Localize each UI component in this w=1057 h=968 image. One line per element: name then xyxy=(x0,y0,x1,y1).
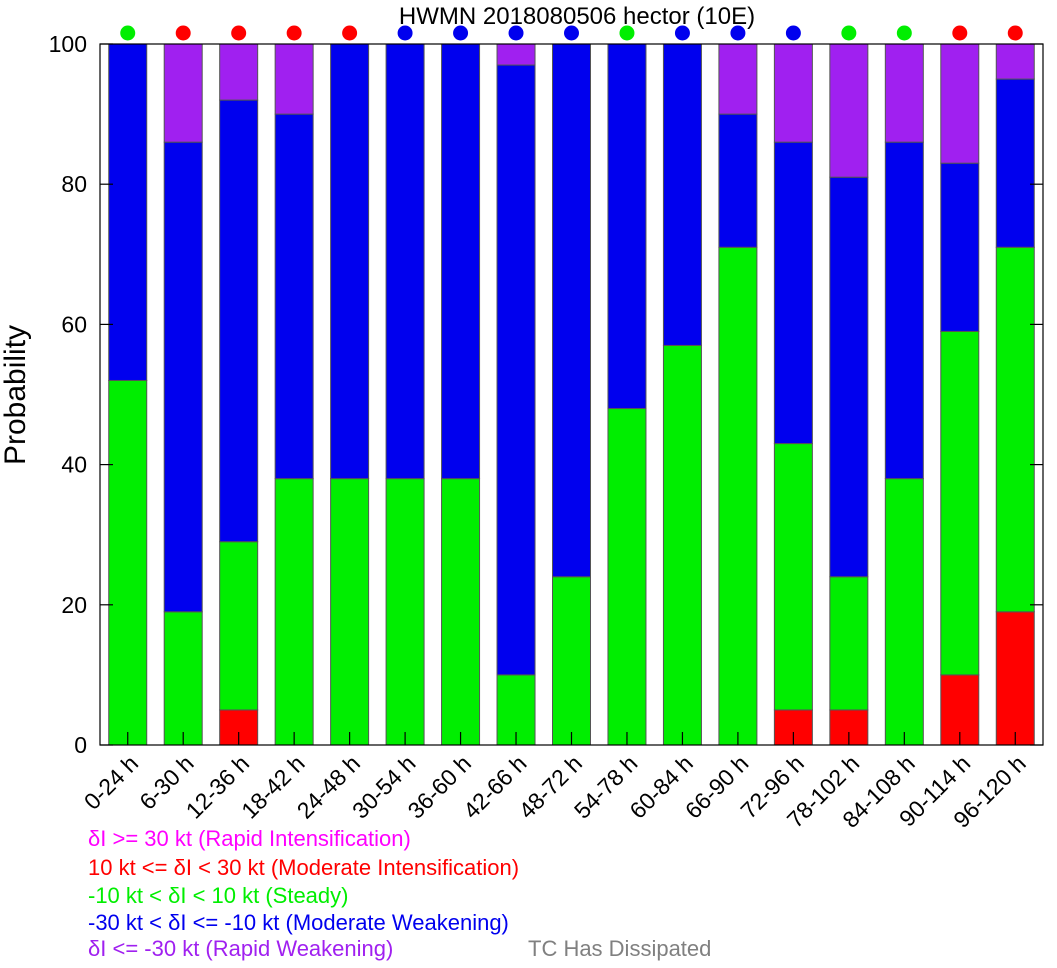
bar-segment-moderate-weakening xyxy=(219,99,259,543)
bar-segment-moderate-weakening xyxy=(330,43,370,480)
bar-segment-steady xyxy=(995,246,1035,613)
bar-segment-moderate-weakening xyxy=(829,176,869,578)
bar-segment-moderate-weakening xyxy=(274,113,314,480)
bar-segment-steady xyxy=(718,246,758,746)
marker-moderate-intensification xyxy=(342,25,358,41)
bar-segment-steady xyxy=(330,478,370,746)
bar-segment-moderate-weakening xyxy=(607,43,647,410)
y-tick-labels: 0 20 40 60 80 100 xyxy=(49,31,87,758)
y-tick-label: 0 xyxy=(74,732,87,758)
bar-segment-rapid-weakening xyxy=(219,43,259,101)
bar-segment-moderate-weakening xyxy=(441,43,481,480)
bar-segment-steady xyxy=(219,541,259,711)
marker-steady xyxy=(619,25,635,41)
marker-moderate-weakening xyxy=(564,25,579,41)
marker-moderate-weakening xyxy=(397,25,413,41)
bar-segment-moderate-intensification xyxy=(995,611,1035,746)
y-tick-label: 40 xyxy=(61,452,87,478)
bar-segment-moderate-weakening xyxy=(995,78,1035,248)
bars-layer xyxy=(108,43,1035,746)
category-markers xyxy=(120,25,1023,41)
bar-segment-rapid-weakening xyxy=(995,43,1035,80)
bar-segment-steady xyxy=(163,611,203,746)
legend-moderate-intensification: 10 kt <= δI < 30 kt (Moderate Intensific… xyxy=(88,855,520,880)
bar-segment-moderate-weakening xyxy=(884,141,924,480)
bar-segment-rapid-weakening xyxy=(274,43,314,115)
bar-segment-rapid-weakening xyxy=(163,43,203,143)
y-axis-label: Probability xyxy=(0,325,32,465)
bar-segment-moderate-weakening xyxy=(496,64,536,676)
bar-segment-rapid-weakening xyxy=(940,43,980,164)
bar-segment-steady xyxy=(441,478,481,746)
bar-segment-moderate-weakening xyxy=(163,141,203,613)
bar-segment-steady xyxy=(884,478,924,746)
y-tick-label: 20 xyxy=(61,592,87,618)
bar-segment-moderate-weakening xyxy=(552,43,591,578)
marker-moderate-intensification xyxy=(1007,25,1023,41)
bar-segment-steady xyxy=(773,443,813,711)
bar-segment-steady xyxy=(108,379,148,746)
y-tick-label: 60 xyxy=(61,311,87,337)
bar-segment-moderate-weakening xyxy=(108,43,148,381)
marker-moderate-weakening xyxy=(785,25,801,41)
legend-rapid-intensification: δI >= 30 kt (Rapid Intensification) xyxy=(88,826,411,851)
legend-moderate-weakening: -30 kt < δI <= -10 kt (Moderate Weakenin… xyxy=(88,910,509,935)
bar-segment-rapid-weakening xyxy=(773,43,813,143)
bar-segment-steady xyxy=(274,478,314,746)
y-tick-label: 80 xyxy=(61,171,87,197)
chart-title: HWMN 2018080506 hector (10E) xyxy=(399,3,755,30)
bar-segment-steady xyxy=(940,330,980,676)
marker-moderate-weakening xyxy=(453,25,469,41)
marker-moderate-intensification xyxy=(231,25,247,41)
bar-segment-moderate-weakening xyxy=(718,113,758,248)
marker-moderate-weakening xyxy=(674,25,690,41)
bar-segment-rapid-weakening xyxy=(829,43,869,178)
x-tick-labels: 0-24 h6-30 h12-36 h18-42 h24-48 h30-54 h… xyxy=(79,750,1031,833)
bar-segment-steady xyxy=(385,478,425,746)
plot-frame xyxy=(99,43,1044,746)
y-tick-label: 100 xyxy=(49,31,87,57)
bar-segment-moderate-weakening xyxy=(385,43,425,480)
bar-segment-steady xyxy=(662,344,702,746)
marker-moderate-weakening xyxy=(508,25,524,41)
bar-segment-rapid-weakening xyxy=(718,43,758,115)
bar-segment-moderate-weakening xyxy=(773,141,813,445)
bar-segment-moderate-weakening xyxy=(662,43,702,346)
bar-segment-moderate-weakening xyxy=(940,162,980,332)
marker-moderate-intensification xyxy=(952,25,968,41)
x-tick-label: 0-24 h xyxy=(79,750,144,815)
bar-segment-rapid-weakening xyxy=(884,43,924,143)
legend-steady: -10 kt < δI < 10 kt (Steady) xyxy=(88,883,349,908)
marker-moderate-weakening xyxy=(730,25,746,41)
bar-segment-steady xyxy=(607,408,647,746)
marker-steady xyxy=(120,25,136,41)
legend-rapid-weakening: δI <= -30 kt (Rapid Weakening) xyxy=(88,936,394,961)
legend-dissipated: TC Has Dissipated xyxy=(528,936,712,961)
bar-segment-rapid-weakening xyxy=(496,43,536,66)
bar-segment-steady xyxy=(552,576,591,746)
marker-steady xyxy=(841,25,857,41)
marker-moderate-intensification xyxy=(175,25,191,41)
marker-steady xyxy=(896,25,912,41)
marker-moderate-intensification xyxy=(286,25,302,41)
bar-segment-steady xyxy=(829,576,869,711)
